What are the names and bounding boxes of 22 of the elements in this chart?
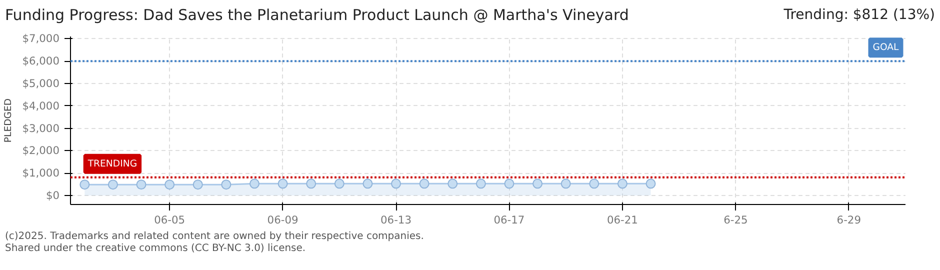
text: (c)2025. Trademarks and related content are owned by their respective companies. bbox=[5, 231, 424, 242]
text: Shared under the creative commons (CC BY-NC 3.0) license. bbox=[5, 243, 306, 254]
ref-line-label: TRENDING bbox=[86, 158, 138, 170]
x-tick-label: 06-09 bbox=[267, 214, 298, 227]
x-tick-label: 6-25 bbox=[724, 214, 748, 227]
y-tick-label: $0 bbox=[46, 189, 60, 202]
x-tick-label: 06-13 bbox=[380, 214, 412, 227]
chart-subtitle: Trending: $812 (13%) bbox=[784, 6, 935, 25]
chart-title: Funding Progress: Dad Saves the Planetarium Product Launch @ Martha's Vineyard bbox=[5, 5, 629, 26]
x-tick-label: 06-21 bbox=[606, 214, 638, 227]
y-tick-label: $1,000 bbox=[22, 167, 60, 180]
y-axis-title: PLEDGED bbox=[3, 98, 14, 144]
y-tick-label: $7,000 bbox=[22, 32, 60, 46]
ref-line-label: GOAL bbox=[872, 42, 900, 54]
y-tick-label: $4,000 bbox=[22, 100, 60, 113]
x-tick-label: 06-05 bbox=[154, 214, 186, 227]
y-tick-label: $3,000 bbox=[22, 122, 60, 136]
y-tick-label: $6,000 bbox=[22, 55, 60, 68]
x-tick-label: 6-29 bbox=[836, 214, 862, 227]
x-tick-label: 06-17 bbox=[494, 214, 525, 227]
y-tick-label: $2,000 bbox=[22, 144, 60, 158]
y-tick-label: $5,000 bbox=[22, 77, 60, 90]
